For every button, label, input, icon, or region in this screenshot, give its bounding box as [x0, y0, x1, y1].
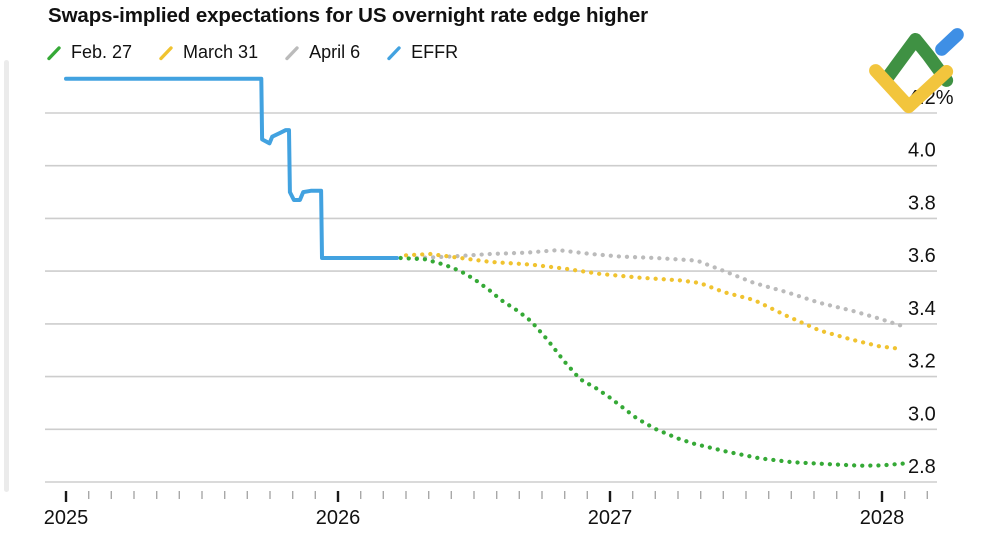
legend-item-april-6: April 6 — [284, 42, 360, 63]
legend-line-glyph — [47, 45, 61, 60]
series-line-effr — [64, 76, 399, 260]
legend-item-march-31: March 31 — [158, 42, 258, 63]
legend-line-icon — [285, 45, 299, 60]
legend-line-icon — [159, 45, 173, 60]
legend-item-feb-27: Feb. 27 — [46, 42, 132, 63]
y-axis-label: 4.0 — [908, 140, 936, 162]
series-line-march-31 — [403, 251, 904, 351]
chart-legend: Feb. 27 March 31 April 6 EFFR — [46, 42, 458, 63]
y-axis-label: 3.0 — [908, 403, 936, 425]
legend-line-icon — [47, 45, 61, 60]
y-axis-label: 3.4 — [908, 298, 936, 320]
series-line-feb-27 — [398, 255, 906, 468]
x-axis-label: 2026 — [316, 507, 361, 529]
y-axis-label: 2.8 — [908, 456, 936, 478]
y-axis-label: 3.2 — [908, 351, 936, 373]
x-axis-label: 2028 — [860, 507, 905, 529]
y-axis-label: 3.6 — [908, 245, 936, 267]
logo-blue-accent-icon — [935, 28, 964, 56]
logo-yellow-check-icon — [869, 64, 954, 114]
litefinance-logo-icon — [869, 28, 964, 114]
legend-item-label: April 6 — [309, 42, 361, 62]
legend-line-glyph — [387, 45, 401, 60]
legend-item-label: March 31 — [183, 42, 259, 62]
x-axis-label: 2025 — [44, 507, 89, 529]
legend-line-glyph — [159, 45, 173, 60]
legend-item-label: EFFR — [411, 42, 459, 62]
x-axis-label: 2027 — [588, 507, 633, 529]
chart-title: Swaps-implied expectations for US overni… — [48, 4, 649, 27]
legend-item-effr: EFFR — [386, 42, 458, 63]
legend-line-icon — [387, 45, 401, 60]
legend-line-glyph — [285, 45, 299, 60]
legend-item-label: Feb. 27 — [71, 42, 133, 62]
y-axis-label: 3.8 — [908, 192, 936, 214]
series-line-april-6 — [414, 248, 906, 329]
logo-green-zigzag-icon — [881, 32, 954, 87]
left-edge-artifact — [4, 60, 9, 492]
